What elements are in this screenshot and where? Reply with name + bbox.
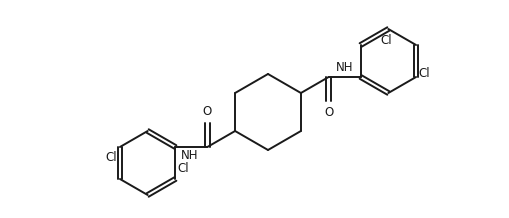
Text: Cl: Cl bbox=[105, 151, 117, 164]
Text: O: O bbox=[323, 106, 332, 119]
Text: O: O bbox=[203, 105, 212, 118]
Text: NH: NH bbox=[335, 61, 353, 74]
Text: Cl: Cl bbox=[177, 162, 189, 175]
Text: Cl: Cl bbox=[380, 34, 391, 47]
Text: NH: NH bbox=[180, 149, 197, 162]
Text: Cl: Cl bbox=[417, 68, 429, 80]
